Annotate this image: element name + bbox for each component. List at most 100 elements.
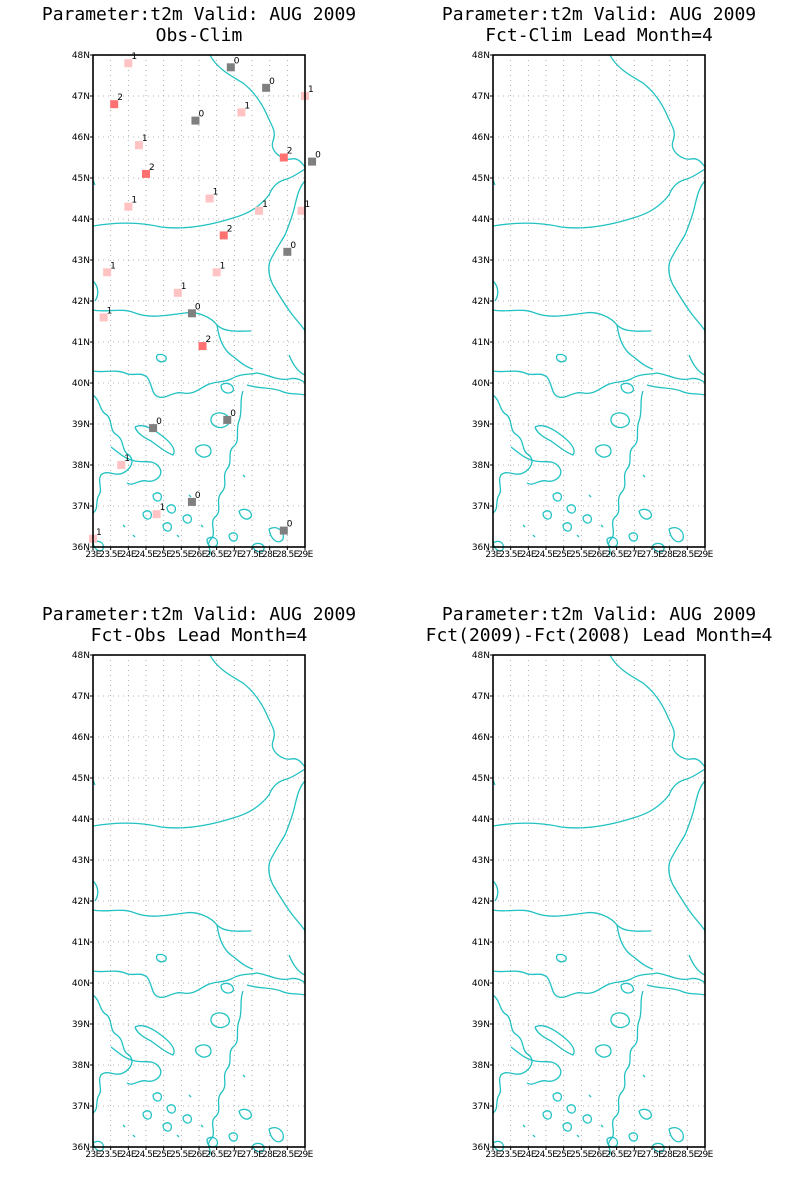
station-value-label: 0 [287,520,293,530]
station-value-label: 0 [198,110,204,120]
station-marker [134,141,143,150]
lon-tick-label: 27E [227,550,243,560]
lon-tick-label: 28E [262,550,278,560]
map-panel-4: Parameter:t2m Valid: AUG 2009Fct(2009)-F… [426,604,773,1160]
lon-tick-label: 28.5E [676,1150,700,1160]
station-marker [99,313,108,322]
lat-tick-label: 37N [72,502,90,512]
station-marker [198,342,207,351]
lat-tick-label: 43N [72,856,90,866]
station-marker [117,461,126,469]
lat-tick-label: 42N [72,297,90,307]
lat-tick-label: 46N [472,133,490,143]
panel-title-subtitle: Fct-Clim Lead Month=4 [485,25,713,46]
station-marker [124,59,133,68]
lat-tick-label: 36N [72,543,90,553]
station-marker [124,202,133,211]
lon-tick-label: 23.5E [499,550,523,560]
lon-tick-label: 27.5E [641,1150,665,1160]
lon-tick-label: 25E [156,550,172,560]
lat-tick-label: 39N [72,420,90,430]
station-value-label: 0 [156,417,162,427]
panel-title-subtitle: Fct-Obs Lead Month=4 [91,625,308,646]
station-marker [191,116,200,125]
station-value-label: 1 [124,454,130,464]
lat-tick-label: 37N [472,502,490,512]
station-marker [262,83,271,92]
lon-tick-label: 23.5E [99,550,123,560]
station-value-label: 1 [308,85,314,95]
lon-tick-label: 24E [121,1150,137,1160]
station-marker [152,510,161,519]
station-value-label: 0 [315,151,321,161]
lat-tick-label: 38N [72,461,90,471]
lon-tick-label: 26E [591,550,607,560]
lon-tick-label: 28.5E [276,550,300,560]
lat-tick-label: 48N [472,51,490,61]
lon-tick-label: 25.5E [570,550,594,560]
lat-tick-label: 40N [472,379,490,389]
lon-tick-label: 27E [227,1150,243,1160]
lon-tick-label: 25E [556,1150,572,1160]
lon-tick-label: 25.5E [170,550,194,560]
station-marker [173,288,182,297]
lon-tick-label: 27.5E [641,550,665,560]
lat-tick-label: 43N [72,256,90,266]
lat-tick-label: 47N [472,692,490,702]
station-value-label: 0 [230,409,236,419]
station-marker [205,194,214,203]
lon-tick-label: 24E [521,1150,537,1160]
lon-tick-label: 27.5E [241,550,265,560]
station-marker [297,206,306,215]
station-value-label: 1 [131,52,137,62]
lon-tick-label: 26.5E [205,1150,229,1160]
lat-tick-label: 38N [472,1061,490,1071]
lat-tick-label: 40N [472,979,490,989]
station-marker [149,424,158,433]
lat-tick-label: 44N [472,815,490,825]
station-value-label: 1 [244,101,250,111]
lat-tick-label: 44N [472,215,490,225]
lon-tick-label: 29E [697,1150,713,1160]
lon-tick-label: 24.5E [535,1150,559,1160]
lon-tick-label: 26E [191,1150,207,1160]
station-value-label: 1 [181,282,187,292]
lon-tick-label: 28E [262,1150,278,1160]
station-value-label: 2 [287,147,293,157]
station-value-label: 0 [234,56,240,66]
station-value-label: 0 [195,491,201,501]
panel-title-parameter: Parameter:t2m Valid: AUG 2009 [442,4,756,25]
lat-tick-label: 39N [72,1020,90,1030]
station-value-label: 1 [110,261,116,271]
station-marker [226,63,235,72]
lon-tick-label: 23E [85,550,101,560]
station-value-label: 1 [142,134,148,144]
lon-tick-label: 28E [662,550,678,560]
station-marker [219,231,228,240]
lat-tick-label: 47N [472,92,490,102]
station-value-label: 1 [131,196,137,206]
lat-tick-label: 47N [72,92,90,102]
lat-tick-label: 39N [472,1020,490,1030]
lon-tick-label: 28.5E [676,550,700,560]
station-value-label: 1 [213,188,219,198]
graticule [93,655,305,1147]
lat-tick-label: 44N [72,215,90,225]
lat-tick-label: 45N [472,174,490,184]
lon-tick-label: 26E [191,550,207,560]
lon-tick-label: 23E [485,550,501,560]
station-marker [279,153,288,162]
panel-title-subtitle: Fct(2009)-Fct(2008) Lead Month=4 [426,625,773,646]
lat-tick-label: 37N [472,1102,490,1112]
lat-tick-label: 42N [472,297,490,307]
panel-title-parameter: Parameter:t2m Valid: AUG 2009 [42,4,356,25]
station-marker [279,526,288,535]
station-value-label: 1 [107,306,113,316]
station-marker [142,169,150,178]
lon-tick-label: 29E [297,1150,313,1160]
lat-tick-label: 42N [72,897,90,907]
